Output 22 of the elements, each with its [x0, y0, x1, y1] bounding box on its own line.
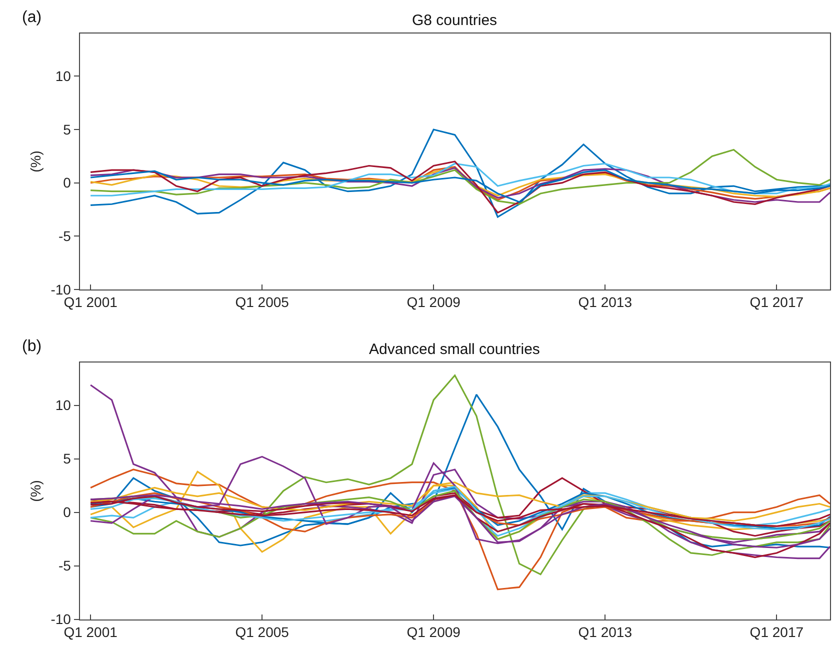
- x-tick-label: Q1 2005: [235, 624, 290, 640]
- y-tick-label: 5: [63, 121, 72, 138]
- chart-title: G8 countries: [412, 12, 498, 29]
- x-tick-label: Q1 2013: [578, 624, 632, 640]
- y-tick-label: 5: [63, 450, 72, 467]
- x-tick-label: Q1 2009: [406, 624, 461, 640]
- x-tick-label: Q1 2013: [578, 294, 632, 310]
- x-tick-label: Q1 2009: [406, 294, 461, 310]
- y-axis-title: (%): [27, 480, 44, 502]
- x-tick-label: Q1 2017: [750, 624, 804, 640]
- text: (a): [22, 9, 42, 26]
- text: (b): [22, 338, 42, 355]
- y-tick-label: 0: [63, 504, 72, 520]
- y-tick-label: 0: [63, 174, 72, 191]
- y-tick-label: -5: [58, 558, 72, 574]
- x-tick-label: Q1 2005: [235, 294, 290, 310]
- y-tick-label: 10: [55, 68, 72, 84]
- x-tick-label: Q1 2017: [750, 294, 804, 310]
- y-tick-label: 10: [55, 397, 72, 414]
- y-axis-title: (%): [27, 150, 44, 172]
- y-tick-label: -5: [58, 228, 72, 244]
- chart-title: Advanced small countries: [369, 341, 540, 358]
